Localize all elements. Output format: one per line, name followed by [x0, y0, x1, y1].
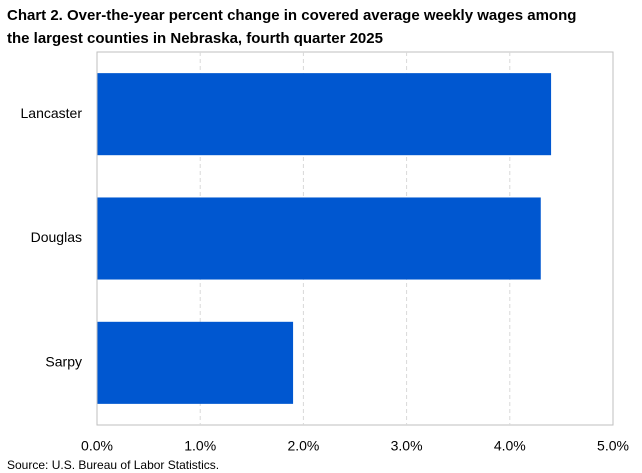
x-tick-label: 2.0% — [287, 438, 319, 454]
bar — [97, 73, 552, 156]
x-tick-label: 3.0% — [391, 438, 423, 454]
y-tick-label: Sarpy — [45, 354, 82, 370]
x-tick-label: 5.0% — [597, 438, 629, 454]
x-tick-label: 4.0% — [494, 438, 526, 454]
x-tick-label: 0.0% — [81, 438, 113, 454]
x-tick-label: 1.0% — [184, 438, 216, 454]
y-tick-label: Douglas — [31, 229, 82, 245]
y-tick-label: Lancaster — [21, 105, 83, 121]
chart-title: the largest counties in Nebraska, fourth… — [7, 30, 383, 47]
bar — [97, 321, 294, 404]
bar — [97, 197, 541, 280]
source: Source: U.S. Bureau of Labor Statistics. — [7, 458, 219, 472]
chart-title: Chart 2. Over-the-year percent change in… — [7, 7, 576, 24]
